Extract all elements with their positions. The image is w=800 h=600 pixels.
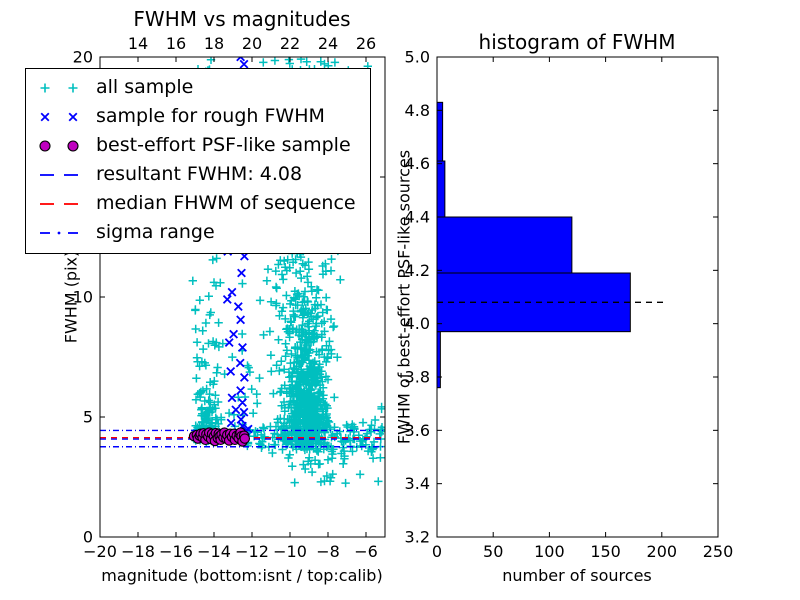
legend-item-5: sigma range — [26, 218, 370, 247]
svg-text:150: 150 — [590, 542, 621, 561]
svg-text:14: 14 — [128, 34, 148, 53]
legend: all sample sample for rough FWHM best-effo… — [25, 68, 371, 254]
hist-axes-box — [436, 56, 719, 538]
legend-line-sample — [40, 231, 78, 234]
hist-bar — [436, 331, 441, 389]
svg-text:4.2: 4.2 — [405, 261, 430, 280]
svg-text:50: 50 — [483, 542, 503, 561]
legend-item-3: resultant FWHM: 4.08 — [26, 160, 370, 189]
svg-text:5: 5 — [83, 408, 93, 427]
hist-ylabel: FWHM of best-effort PSF-like sources — [394, 149, 414, 445]
svg-text:−12: −12 — [235, 542, 269, 561]
hist-bar — [436, 101, 444, 162]
legend-label: median FHWM of sequence — [96, 192, 356, 214]
legend-label: sample for rough FWHM — [96, 105, 325, 127]
svg-text:−18: −18 — [121, 542, 155, 561]
svg-text:22: 22 — [280, 34, 300, 53]
hist-bar — [436, 160, 446, 218]
legend-line-sample — [40, 202, 78, 205]
svg-text:5.0: 5.0 — [405, 48, 430, 67]
svg-text:26: 26 — [356, 34, 376, 53]
svg-text:4.6: 4.6 — [405, 154, 430, 173]
svg-text:200: 200 — [647, 542, 678, 561]
svg-text:3.6: 3.6 — [405, 421, 430, 440]
svg-text:4.0: 4.0 — [405, 314, 430, 333]
svg-text:−14: −14 — [197, 542, 231, 561]
scatter-title: FWHM vs magnitudes — [133, 7, 351, 31]
svg-text:16: 16 — [166, 34, 186, 53]
svg-text:20: 20 — [242, 34, 262, 53]
legend-label: resultant FWHM: 4.08 — [96, 163, 303, 185]
hist-bar — [436, 216, 573, 274]
hist-title: histogram of FWHM — [478, 30, 676, 54]
svg-text:18: 18 — [204, 34, 224, 53]
legend-marker-circle-icon — [39, 139, 79, 152]
scatter-xlabel: magnitude (bottom:isnt / top:calib) — [101, 566, 383, 585]
legend-marker-plus-icon — [40, 83, 78, 92]
scatter-points-layer — [100, 57, 385, 488]
svg-text:250: 250 — [703, 542, 734, 561]
svg-text:0: 0 — [432, 542, 442, 561]
svg-text:−8: −8 — [316, 542, 340, 561]
psf-sample-point — [239, 433, 251, 444]
legend-line-sample — [40, 173, 78, 176]
svg-text:−20: −20 — [83, 542, 117, 561]
scatter-ylabel: FWHM (pix) — [61, 250, 81, 344]
svg-text:4.8: 4.8 — [405, 101, 430, 120]
legend-item-2: best-effort PSF-like sample — [26, 131, 370, 160]
legend-label: all sample — [96, 76, 194, 98]
svg-text:−6: −6 — [354, 542, 378, 561]
legend-marker-x-icon — [40, 112, 78, 121]
svg-text:10: 10 — [73, 288, 93, 307]
legend-label: best-effort PSF-like sample — [96, 134, 351, 156]
svg-text:3.2: 3.2 — [405, 528, 430, 547]
svg-text:3.4: 3.4 — [405, 474, 430, 493]
legend-item-4: median FHWM of sequence — [26, 189, 370, 218]
svg-text:4.4: 4.4 — [405, 208, 430, 227]
legend-label: sigma range — [96, 221, 215, 243]
hist-xlabel: number of sources — [502, 566, 652, 585]
svg-text:−10: −10 — [273, 542, 307, 561]
legend-item-1: sample for rough FWHM — [26, 102, 370, 131]
svg-text:0: 0 — [83, 528, 93, 547]
svg-text:3.8: 3.8 — [405, 368, 430, 387]
svg-text:−16: −16 — [159, 542, 193, 561]
legend-item-0: all sample — [26, 73, 370, 102]
svg-text:24: 24 — [318, 34, 338, 53]
svg-text:100: 100 — [534, 542, 565, 561]
svg-text:20: 20 — [73, 48, 93, 67]
hist-bar — [436, 272, 631, 333]
